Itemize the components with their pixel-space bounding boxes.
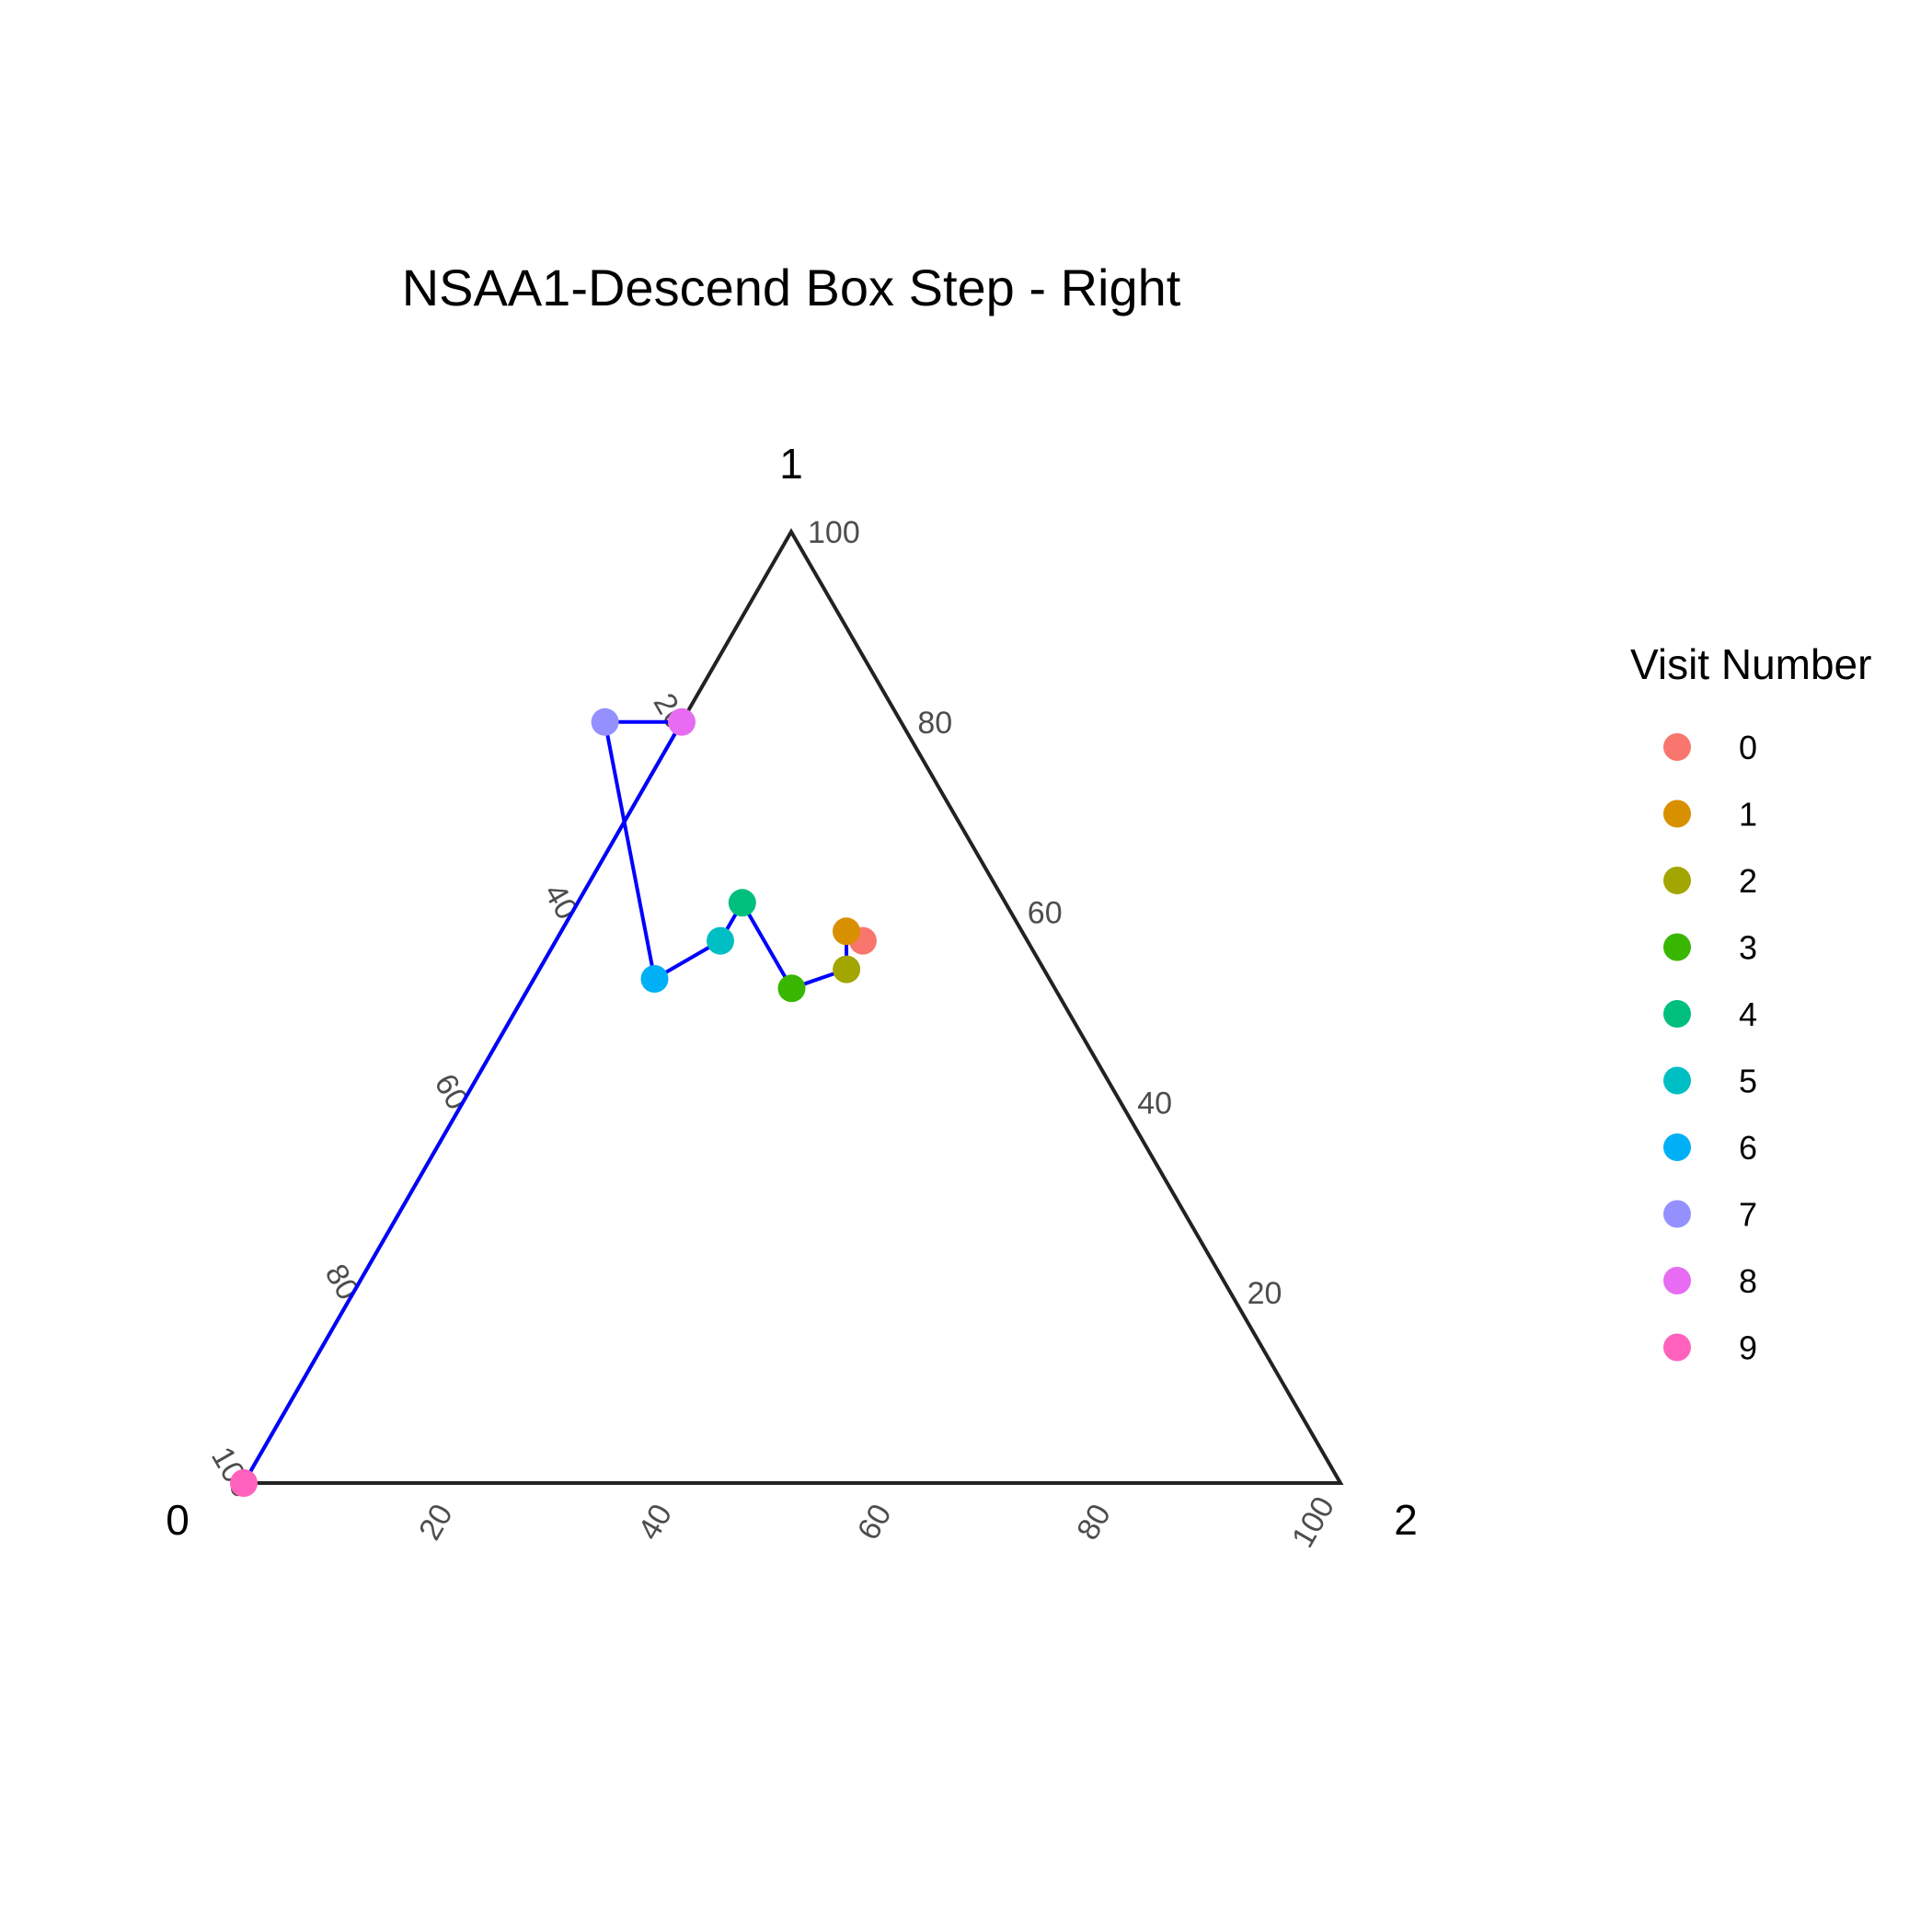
legend-entries: 0 1 2 3 4 5 6 7 8 9 [1663, 729, 1757, 1367]
legend-label-5: 5 [1739, 1063, 1757, 1100]
legend-label-3: 3 [1739, 929, 1757, 967]
data-point-visit-3 [777, 974, 806, 1003]
data-point-visit-4 [728, 889, 756, 917]
legend-key-3 [1663, 933, 1691, 961]
data-point-visit-9 [230, 1469, 258, 1497]
legend: Visit Number 0 1 2 3 4 5 6 7 8 9 [1630, 640, 1871, 1367]
tick-label-axis1-80: 80 [917, 706, 952, 741]
tick-label-axis2-20: 20 [412, 1499, 460, 1547]
legend-key-7 [1663, 1200, 1691, 1228]
legend-key-1 [1663, 799, 1691, 828]
legend-title: Visit Number [1630, 640, 1871, 688]
legend-key-9 [1663, 1333, 1691, 1362]
corner-label-1: 1 [779, 440, 803, 488]
visit-path-line [242, 719, 864, 1484]
axis-1-ticks: 20 40 60 80 100 [808, 515, 1282, 1311]
data-point-visit-2 [833, 955, 861, 983]
legend-key-8 [1663, 1267, 1691, 1294]
data-point-visit-5 [707, 926, 734, 955]
axis-2-ticks: 20 40 60 80 100 [412, 1490, 1341, 1553]
tick-label-axis2-100: 100 [1285, 1490, 1341, 1553]
tick-label-axis1-40: 40 [1137, 1086, 1172, 1121]
tick-label-axis1-20: 20 [1248, 1276, 1282, 1311]
legend-key-6 [1663, 1133, 1691, 1161]
chart-title: NSAA1-Descend Box Step - Right [402, 259, 1181, 316]
legend-key-4 [1663, 1000, 1691, 1028]
tick-label-axis2-60: 60 [851, 1499, 899, 1547]
legend-label-2: 2 [1739, 862, 1757, 900]
legend-label-6: 6 [1739, 1129, 1757, 1167]
data-points [230, 707, 877, 1497]
data-point-visit-8 [668, 707, 696, 736]
legend-key-2 [1663, 867, 1691, 894]
legend-key-5 [1663, 1066, 1691, 1095]
corner-label-0: 0 [166, 1496, 190, 1544]
tick-label-axis1-60: 60 [1028, 896, 1063, 931]
tick-label-axis2-80: 80 [1070, 1499, 1118, 1547]
legend-key-0 [1663, 733, 1691, 761]
legend-label-7: 7 [1739, 1196, 1757, 1234]
data-point-visit-1 [833, 917, 860, 946]
tick-label-axis2-40: 40 [631, 1499, 679, 1547]
legend-label-0: 0 [1739, 729, 1757, 766]
data-point-visit-7 [591, 707, 619, 736]
legend-label-1: 1 [1739, 796, 1757, 834]
corner-label-2: 2 [1394, 1496, 1418, 1544]
legend-label-9: 9 [1739, 1329, 1757, 1367]
data-point-visit-6 [640, 965, 669, 993]
legend-label-8: 8 [1739, 1262, 1757, 1300]
tick-label-axis1-100: 100 [808, 515, 860, 550]
legend-label-4: 4 [1739, 995, 1757, 1033]
ternary-frame [240, 527, 1344, 1485]
